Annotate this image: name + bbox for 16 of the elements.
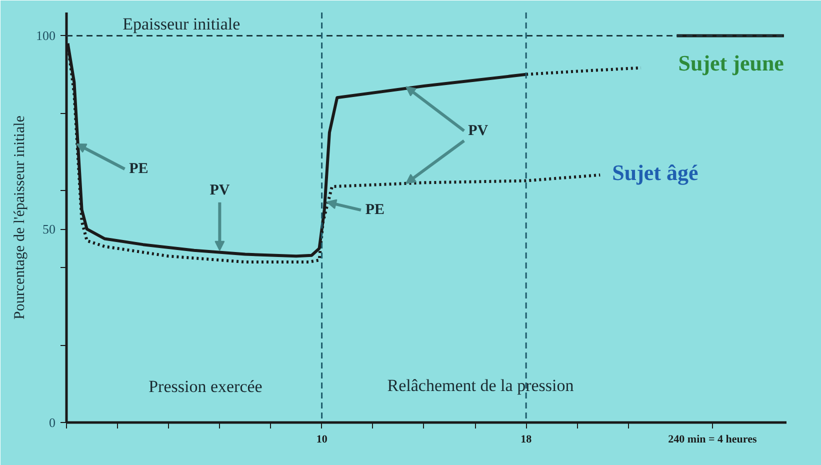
series-label: Sujet âgé: [612, 160, 699, 185]
annotation: PV: [210, 182, 230, 198]
y-axis-title: Pourcentage de l'épaisseur initiale: [12, 115, 28, 320]
series-label: Sujet jeune: [678, 50, 784, 76]
y-tick-label: 50: [42, 222, 56, 237]
annotation: Pression exercée: [148, 376, 262, 396]
x-tick-label: 10: [316, 434, 328, 446]
ref-line-label: Epaisseur initiale: [122, 14, 240, 34]
annotation: PE: [365, 202, 385, 218]
y-tick-label: 100: [36, 28, 56, 44]
x-tick-label: 18: [520, 434, 532, 446]
y-tick-label: 0: [49, 415, 56, 430]
x-tick-label: 240 min = 4 heures: [668, 434, 758, 446]
annotation: PV: [468, 122, 488, 139]
annotation: PE: [129, 161, 148, 178]
annotation: Relâchement de la pression: [387, 376, 574, 396]
